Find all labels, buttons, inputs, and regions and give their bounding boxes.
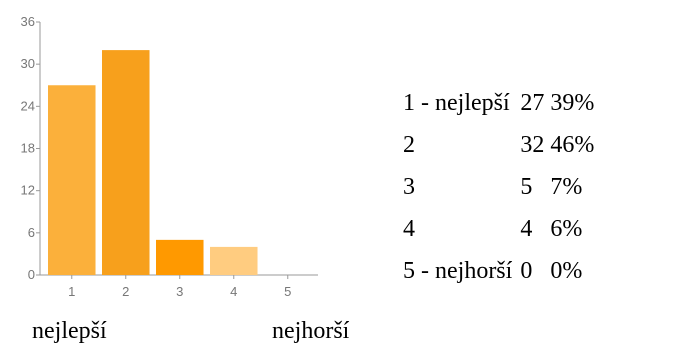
summary-table: 1 - nejlepší 27 39% 2 32 46% 3 5 7% 4 4 6% 5 - nejho… [403, 82, 594, 292]
summary-row: 3 5 7% [403, 166, 594, 208]
summary-label: 4 [403, 215, 415, 242]
bar [156, 239, 204, 275]
x-tick-label: 5 [284, 284, 291, 299]
summary-percent: 0% [550, 257, 583, 284]
summary-row: 2 32 46% [403, 124, 594, 166]
bars [48, 50, 258, 275]
summary-count: 5 [520, 173, 533, 200]
y-tick-label: 24 [21, 98, 35, 113]
summary-percent: 39% [550, 89, 595, 116]
summary-count: 4 [520, 215, 533, 242]
summary-percent: 6% [550, 215, 583, 242]
y-tick-label: 30 [21, 56, 35, 71]
y-tick-label: 6 [28, 225, 35, 240]
summary-label: 5 - nejhorší [403, 257, 513, 284]
x-tick-label: 3 [176, 284, 183, 299]
x-tick-label: 4 [230, 284, 237, 299]
y-tick-label: 0 [28, 267, 35, 282]
x-tick-label: 1 [68, 284, 75, 299]
bar [102, 50, 150, 275]
y-tick-label: 12 [21, 183, 35, 198]
summary-count: 27 [520, 89, 545, 116]
summary-label: 3 [403, 173, 415, 200]
summary-count: 0 [520, 257, 533, 284]
bar [210, 246, 258, 275]
y-tick-label: 36 [21, 14, 35, 29]
scale-caption-worst: nejhorší [272, 318, 350, 344]
summary-count: 32 [520, 131, 545, 158]
summary-row: 1 - nejlepší 27 39% [403, 82, 594, 124]
y-tick-label: 18 [21, 141, 35, 156]
summary-percent: 46% [550, 131, 595, 158]
scale-caption-best: nejlepší [32, 318, 107, 344]
y-axis: 0 6 12 18 24 30 36 [21, 14, 41, 282]
summary-label: 1 - nejlepší [403, 89, 510, 116]
x-tick-label: 2 [122, 284, 129, 299]
summary-label: 2 [403, 131, 415, 158]
summary-percent: 7% [550, 173, 583, 200]
x-axis: 1 2 3 4 5 [40, 274, 318, 299]
summary-row: 5 - nejhorší 0 0% [403, 250, 594, 292]
summary-row: 4 4 6% [403, 208, 594, 250]
bar [48, 85, 96, 275]
